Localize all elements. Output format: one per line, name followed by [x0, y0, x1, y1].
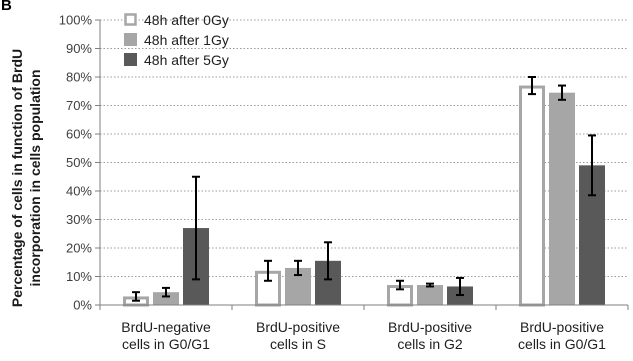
category-label: BrdU-positive [520, 319, 604, 335]
error-bars [132, 76, 596, 302]
y-tick-label: 10% [66, 269, 92, 284]
y-tick-label: 20% [66, 241, 92, 256]
bar [417, 285, 443, 305]
y-tick-label: 80% [66, 70, 92, 85]
category-label: BrdU-negative [121, 319, 211, 335]
category-label: cells in G0/G1 [122, 336, 210, 352]
y-axis-ticks: 0% 10% 20% 30% 40% 50% 60% 70% 80% 90% 100% [59, 13, 100, 313]
category-label: cells in S [270, 336, 326, 352]
bar [153, 292, 179, 305]
category-label: cells in G0/G1 [518, 336, 606, 352]
category-label: BrdU-positive [256, 319, 340, 335]
legend: 48h after 0Gy 48h after 1Gy 48h after 5Gy [124, 12, 229, 68]
y-axis-title-line-1: Percentage of cells in function of BrdU [9, 49, 25, 307]
y-tick-label: 90% [66, 41, 92, 56]
y-tick-label: 30% [66, 212, 92, 227]
legend-swatch [124, 53, 137, 66]
y-tick-label: 40% [66, 184, 92, 199]
legend-label: 48h after 0Gy [144, 12, 229, 28]
y-tick-label: 50% [66, 155, 92, 170]
category-label: BrdU-positive [388, 319, 472, 335]
panel-label: B [1, 0, 12, 14]
y-tick-label: 100% [59, 13, 93, 28]
y-axis-title-line-2: incorporation in cells population [27, 69, 43, 286]
category-label: cells in G2 [397, 336, 463, 352]
y-tick-label: 0% [73, 298, 92, 313]
legend-swatch [124, 13, 137, 26]
legend-label: 48h after 1Gy [144, 32, 229, 48]
bar [519, 85, 545, 307]
gridlines [100, 19, 628, 277]
legend-label: 48h after 5Gy [144, 52, 229, 68]
y-tick-label: 60% [66, 127, 92, 142]
axes [99, 20, 629, 310]
bar [549, 92, 575, 305]
y-tick-label: 70% [66, 98, 92, 113]
legend-swatch [124, 33, 137, 46]
